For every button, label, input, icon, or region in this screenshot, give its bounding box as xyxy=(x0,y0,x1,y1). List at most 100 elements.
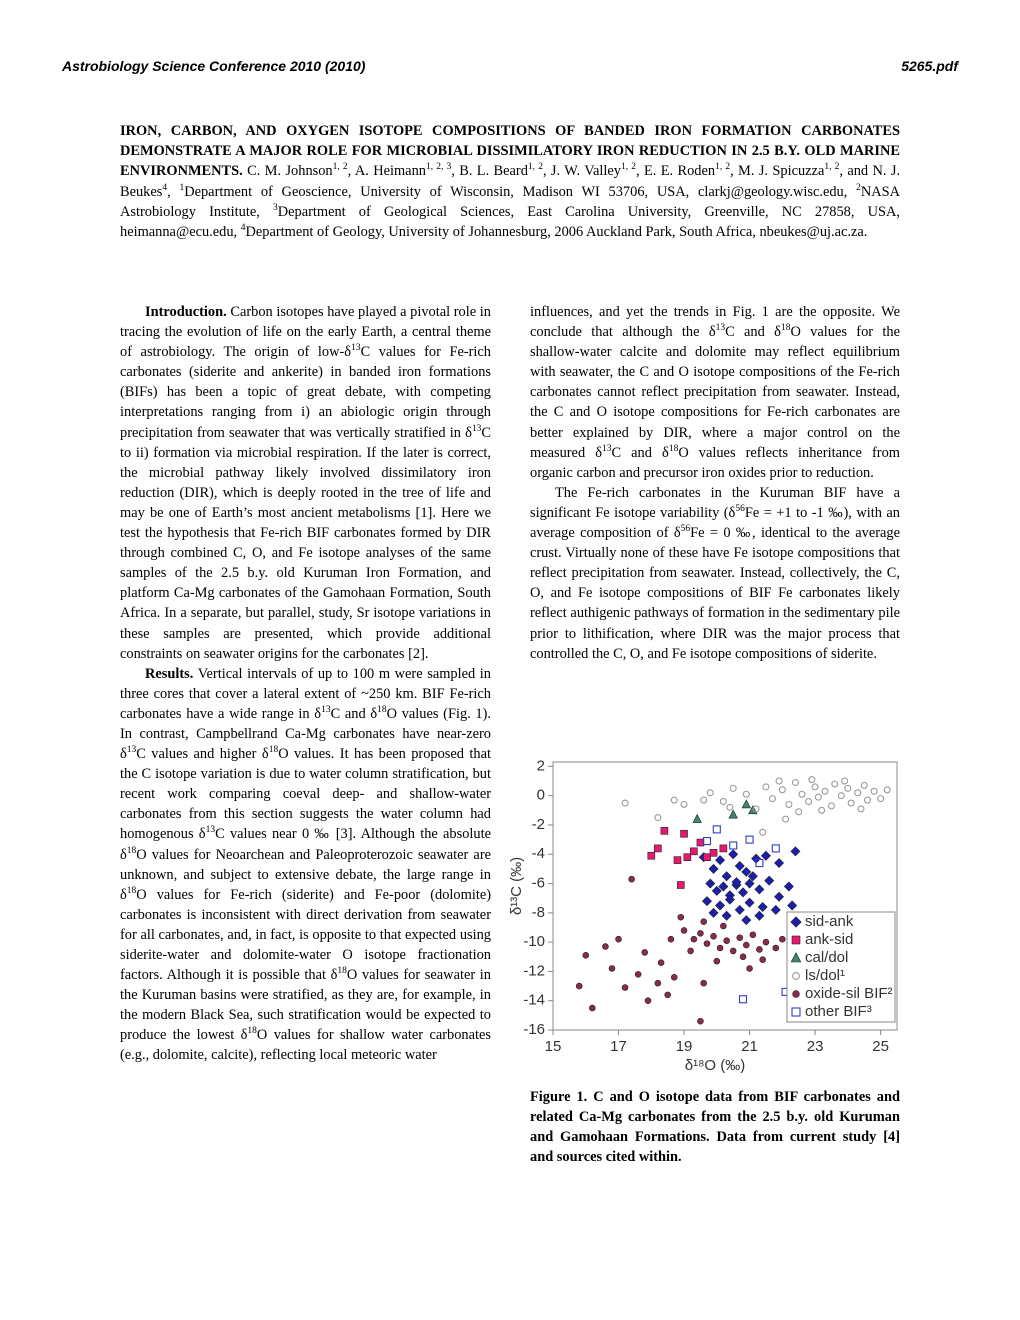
bold-run: Introduction. xyxy=(145,304,227,320)
data-point xyxy=(729,947,737,955)
data-point xyxy=(743,941,750,949)
data-point xyxy=(844,784,852,792)
text-run: , and N. J. Beukes xyxy=(120,163,901,200)
text-run: , A. Heimann xyxy=(347,163,426,180)
data-point xyxy=(791,778,799,787)
data-point xyxy=(724,894,735,905)
y-tick-label: -14 xyxy=(523,992,545,1009)
superscript: 13 xyxy=(321,705,331,716)
text-run: O values for Neoarchean and Paleoprotero… xyxy=(120,846,491,903)
header-right: 5265.pdf xyxy=(901,58,958,74)
data-point xyxy=(752,805,760,813)
figure-caption: Figure 1. C and O isotope data from BIF … xyxy=(530,1089,900,1166)
data-point xyxy=(690,935,698,943)
text-run: C. M. Johnson xyxy=(242,163,333,180)
data-point xyxy=(582,952,590,959)
legend-label: cal/dol xyxy=(805,949,848,966)
x-tick-label: 25 xyxy=(872,1038,889,1055)
superscript: 1, 2 xyxy=(620,162,636,173)
data-point xyxy=(783,881,794,892)
superscript: 18 xyxy=(247,1026,257,1037)
data-point xyxy=(680,927,688,934)
data-point xyxy=(676,881,685,889)
data-point xyxy=(863,796,872,804)
data-point xyxy=(700,796,708,804)
data-point xyxy=(774,891,785,902)
legend-marker xyxy=(792,972,800,980)
text-run: Department of Geoscience, University of … xyxy=(184,183,857,200)
data-point xyxy=(728,809,738,819)
y-tick-label: 0 xyxy=(537,787,545,804)
data-point xyxy=(634,971,642,978)
y-tick-label: -2 xyxy=(532,816,545,833)
data-point xyxy=(715,855,726,866)
y-tick-label: -12 xyxy=(523,962,545,979)
data-point xyxy=(709,848,718,857)
superscript: 18 xyxy=(337,966,347,977)
data-point xyxy=(831,780,839,788)
y-axis-label: δ¹³C (‰) xyxy=(508,857,525,915)
data-point xyxy=(768,795,777,803)
text-run: O values (Fig. 1). In contrast, Campbell… xyxy=(120,705,492,763)
data-point xyxy=(731,877,742,888)
data-point xyxy=(762,938,770,946)
y-tick-label: -16 xyxy=(523,1021,545,1038)
data-point xyxy=(644,997,652,1004)
data-point xyxy=(720,922,727,930)
text-run: , B. L. Beard xyxy=(451,163,528,180)
text-run: Department of Geological Sciences, East … xyxy=(120,203,900,241)
data-point xyxy=(772,944,780,952)
legend-marker xyxy=(791,935,801,945)
data-point xyxy=(654,814,662,822)
superscript: 4 xyxy=(240,223,246,234)
data-point xyxy=(782,815,790,823)
superscript: 18 xyxy=(780,323,791,334)
data-point xyxy=(745,835,754,844)
data-point xyxy=(721,871,732,882)
data-point xyxy=(759,828,767,836)
data-point xyxy=(719,844,728,853)
data-point xyxy=(621,799,629,807)
data-point xyxy=(723,937,730,944)
data-point xyxy=(734,904,745,915)
x-tick-label: 17 xyxy=(610,1038,627,1055)
paragraph: The Fe-rich carbonates in the Kuruman BI… xyxy=(530,483,900,664)
x-tick-label: 19 xyxy=(676,1038,693,1055)
legend-label: ls/dol¹ xyxy=(805,967,845,984)
superscript: 13 xyxy=(602,443,612,454)
paragraph: Results. Vertical intervals of up to 100… xyxy=(120,664,491,1066)
text-run: , E. E. Roden xyxy=(636,163,716,180)
superscript: 18 xyxy=(377,705,387,716)
data-point xyxy=(736,934,744,942)
text-run: O values reflects inheritance from organ… xyxy=(530,444,900,481)
superscript: 13 xyxy=(351,343,361,354)
data-point xyxy=(708,907,719,918)
data-point xyxy=(744,897,755,908)
data-point xyxy=(673,856,682,864)
data-point xyxy=(687,947,694,955)
text-run: O values for seawater in the Kuruman bas… xyxy=(120,967,491,1044)
data-point xyxy=(667,935,675,943)
data-point xyxy=(821,787,829,795)
legend-label: sid-ank xyxy=(805,913,854,930)
data-point xyxy=(575,982,583,990)
data-point xyxy=(860,781,868,789)
data-point xyxy=(703,853,711,861)
data-point xyxy=(827,802,836,810)
data-point xyxy=(670,796,678,804)
data-point xyxy=(759,956,766,963)
x-tick-label: 21 xyxy=(741,1038,758,1055)
data-point xyxy=(741,866,752,877)
text-run: influences, and yet the trends in Fig. 1… xyxy=(530,304,900,341)
legend-label: other BIF³ xyxy=(805,1003,872,1020)
superscript: 56 xyxy=(680,524,691,535)
legend-label: ank-sid xyxy=(805,931,853,948)
data-point xyxy=(700,979,707,987)
data-point xyxy=(700,918,707,925)
text-run: , xyxy=(167,183,180,200)
data-point xyxy=(711,885,722,896)
data-point xyxy=(728,849,739,860)
y-tick-label: -10 xyxy=(523,933,545,950)
data-point xyxy=(608,965,616,972)
